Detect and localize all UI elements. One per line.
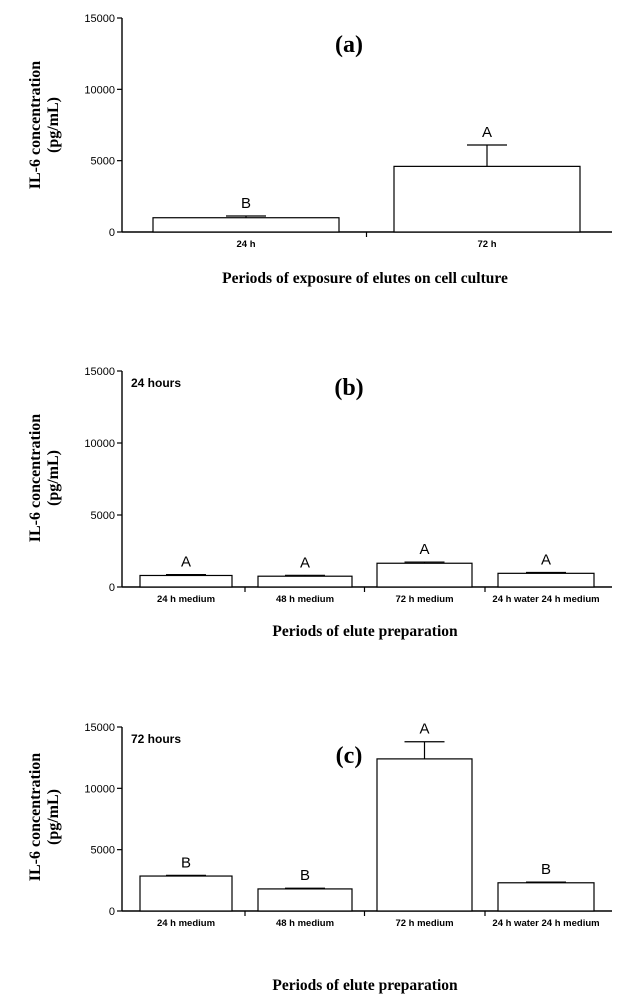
significance-letter: A — [419, 721, 429, 738]
significance-letter: A — [181, 554, 191, 571]
bar — [376, 562, 473, 588]
x-tick-label: 72 h — [477, 239, 496, 250]
significance-letter: A — [419, 541, 429, 558]
panel-label: (a) — [335, 32, 363, 58]
x-axis-title: Periods of exposure of elutes on cell cu… — [222, 270, 508, 287]
y-axis-label: IL-6 concentration — [27, 414, 44, 543]
bar — [257, 888, 353, 912]
y-tick-label: 10000 — [84, 438, 115, 450]
significance-letter: B — [541, 861, 551, 878]
y-tick-label: 0 — [109, 906, 115, 918]
y-tick-label: 10000 — [84, 783, 115, 795]
significance-letter: A — [300, 554, 310, 571]
x-tick-label: 24 h — [236, 239, 255, 250]
x-axis-title: Periods of elute preparation — [272, 977, 458, 994]
y-tick-label: 10000 — [84, 84, 115, 96]
bar — [139, 875, 233, 912]
x-tick-label: 72 h medium — [395, 594, 453, 605]
bar — [393, 165, 581, 233]
y-tick-label: 0 — [109, 227, 115, 239]
bar — [497, 572, 595, 588]
y-axis-label: IL-6 concentration — [27, 753, 44, 882]
x-axis-title: Periods of elute preparation — [272, 623, 458, 640]
inset-label: 72 hours — [131, 732, 181, 746]
inset-label: 24 hours — [131, 376, 181, 390]
y-axis-unit: (pg/mL) — [45, 450, 62, 506]
significance-letter: B — [181, 854, 191, 871]
bar — [152, 217, 340, 233]
x-tick-label: 48 h medium — [276, 594, 334, 605]
bar — [139, 574, 233, 588]
y-tick-label: 5000 — [91, 845, 115, 857]
y-axis-unit: (pg/mL) — [45, 789, 62, 845]
y-axis-unit: (pg/mL) — [45, 97, 62, 153]
y-tick-label: 5000 — [91, 156, 115, 168]
significance-letter: B — [300, 867, 310, 884]
panel-label: (b) — [334, 375, 363, 401]
significance-letter: A — [482, 124, 492, 141]
x-tick-label: 48 h medium — [276, 918, 334, 929]
y-tick-label: 5000 — [91, 510, 115, 522]
x-tick-label: 24 h water 24 h medium — [492, 918, 599, 929]
significance-letter: A — [541, 551, 551, 568]
x-tick-label: 72 h medium — [395, 918, 453, 929]
x-tick-label: 24 h medium — [157, 918, 215, 929]
y-axis-label: IL-6 concentration — [27, 61, 44, 190]
y-tick-label: 15000 — [84, 722, 115, 734]
bar — [257, 575, 353, 588]
x-tick-label: 24 h medium — [157, 594, 215, 605]
bar — [376, 758, 473, 912]
y-tick-label: 15000 — [84, 13, 115, 25]
significance-letter: B — [241, 195, 251, 212]
bar — [497, 882, 595, 912]
y-tick-label: 15000 — [84, 366, 115, 378]
panel-label: (c) — [336, 743, 363, 769]
y-tick-label: 0 — [109, 582, 115, 594]
x-tick-label: 24 h water 24 h medium — [492, 594, 599, 605]
